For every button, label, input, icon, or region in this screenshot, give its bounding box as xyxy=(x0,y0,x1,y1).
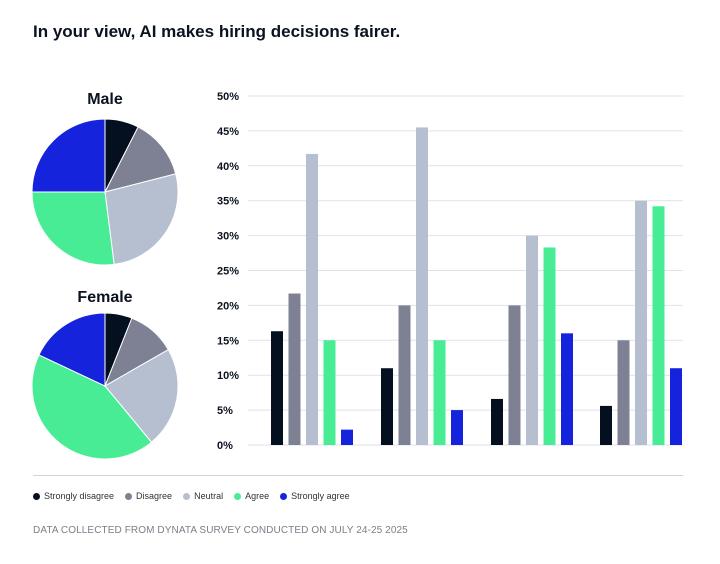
legend-item: Strongly disagree xyxy=(33,491,114,501)
legend-label: Agree xyxy=(245,491,270,501)
bar-strongly-disagree-group-2 xyxy=(381,368,393,445)
legend-label: Strongly agree xyxy=(291,491,350,501)
legend-swatch xyxy=(234,492,242,500)
pie-male-slice-neutral xyxy=(104,173,179,265)
bar-strongly-disagree-group-3 xyxy=(491,398,503,445)
pie-male-slice-strongly-agree xyxy=(31,118,106,193)
bar-neutral-group-2 xyxy=(416,127,428,445)
bar-agree-group-4 xyxy=(652,206,665,445)
bar-disagree-group-4 xyxy=(617,340,630,445)
y-tick-label: 30% xyxy=(217,231,239,243)
divider xyxy=(33,475,683,476)
bar-strongly-agree-group-2 xyxy=(451,410,463,445)
pie-female-slice-strongly-agree xyxy=(38,312,106,387)
legend-swatch xyxy=(183,492,191,500)
footnote: DATA COLLECTED FROM DYNATA SURVEY CONDUC… xyxy=(33,525,408,536)
bar-neutral-group-1 xyxy=(306,153,318,445)
legend-swatch xyxy=(280,492,288,500)
bar-agree-group-3 xyxy=(543,247,556,445)
bar-strongly-agree-group-3 xyxy=(561,333,573,445)
y-tick-label: 25% xyxy=(217,266,239,278)
y-tick-label: 15% xyxy=(217,335,239,347)
pie-male-slice-disagree xyxy=(104,126,177,193)
pie-female-slice-agree xyxy=(31,354,153,460)
legend-label: Disagree xyxy=(136,491,173,501)
pie-male-slice-agree xyxy=(31,191,115,266)
bar-neutral-group-4 xyxy=(635,200,647,445)
bar-neutral-group-3 xyxy=(526,235,538,445)
bar-strongly-disagree-group-4 xyxy=(600,405,612,445)
bar-disagree-group-2 xyxy=(398,305,411,445)
bar-disagree-group-1 xyxy=(288,293,301,445)
pie-female-title: Female xyxy=(77,289,133,306)
bar-disagree-group-3 xyxy=(508,305,521,445)
chart-title: In your view, AI makes hiring decisions … xyxy=(33,22,401,41)
y-tick-label: 20% xyxy=(217,300,239,312)
legend-label: Strongly disagree xyxy=(44,491,115,501)
bar-strongly-agree-group-1 xyxy=(341,429,353,445)
bar-agree-group-2 xyxy=(433,340,446,445)
legend-item: Strongly agree xyxy=(280,491,350,501)
y-tick-label: 10% xyxy=(217,370,239,382)
pie-female-slice-neutral xyxy=(104,348,179,443)
y-tick-label: 0% xyxy=(217,440,233,452)
legend-item: Disagree xyxy=(125,491,172,501)
legend-swatch xyxy=(125,492,133,500)
legend-label: Neutral xyxy=(194,491,224,501)
pie-male-title: Male xyxy=(87,91,123,108)
y-tick-label: 40% xyxy=(217,161,239,173)
legend-item: Agree xyxy=(234,491,269,501)
legend-swatch xyxy=(33,492,40,500)
bar-agree-group-1 xyxy=(323,340,336,445)
y-tick-label: 35% xyxy=(217,196,239,208)
legend-item: Neutral xyxy=(183,491,223,501)
bar-strongly-disagree-group-1 xyxy=(271,331,283,445)
legend: Strongly disagree Disagree Neutral Agree… xyxy=(33,491,350,501)
y-tick-label: 5% xyxy=(217,405,233,417)
bar-strongly-agree-group-4 xyxy=(670,368,682,445)
y-tick-label: 45% xyxy=(217,126,239,138)
y-tick-label: 50% xyxy=(217,91,239,103)
